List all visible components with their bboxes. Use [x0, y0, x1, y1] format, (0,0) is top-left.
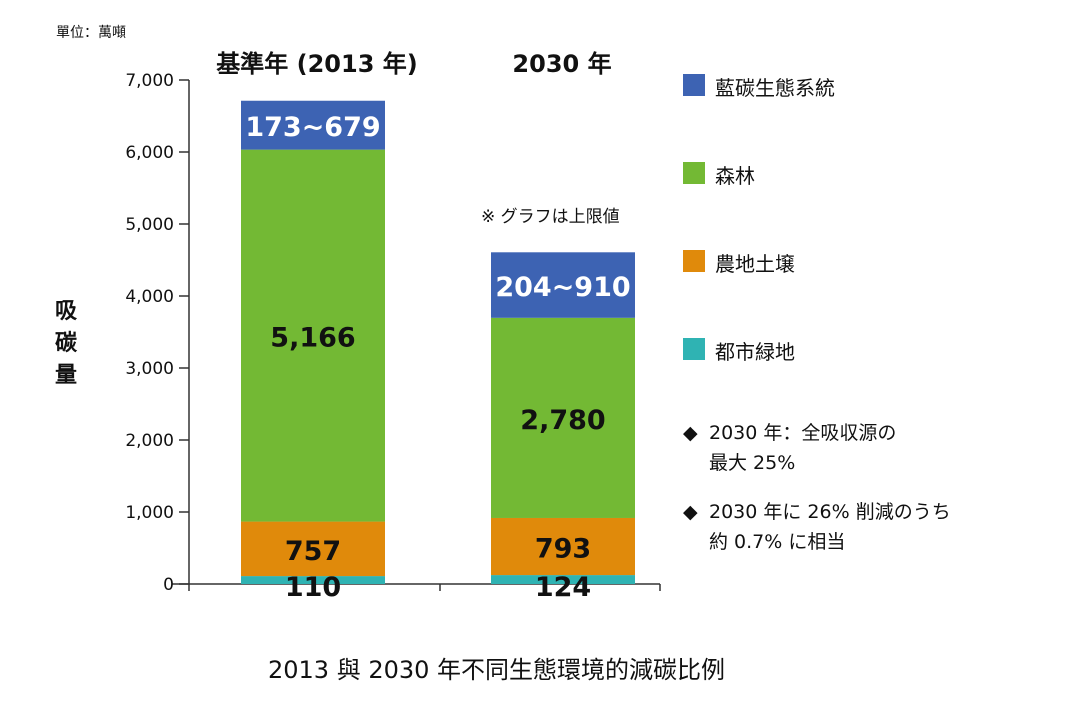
- bar-farmland-soil-1: [491, 517, 635, 576]
- bar-urban-green-0: [241, 576, 385, 584]
- legend-swatch-forest: [683, 162, 705, 184]
- bar-blue-carbon-0: [241, 100, 385, 150]
- column-title-2030: 2030 年: [512, 50, 612, 78]
- y-axis-title: 吸碳量: [54, 299, 77, 388]
- bar-blue-carbon-1: [491, 252, 635, 318]
- legend-swatch-farmland-soil: [683, 250, 705, 272]
- bar-urban-green-1: [491, 575, 635, 584]
- data-label-urban-green-1: 124: [535, 572, 591, 603]
- y-tick-label: 4,000: [125, 287, 174, 307]
- data-label-blue-carbon-1: 204~910: [495, 272, 630, 303]
- diamond-icon: ◆: [683, 422, 698, 444]
- unit-label: 單位：萬噸: [56, 25, 126, 41]
- annotation-reduction-share: ◆ 2030 年に 26% 削減のうち 約 0.7% に相当: [683, 497, 951, 557]
- figure-caption: 2013 與 2030 年不同生態環境的減碳比例: [268, 656, 726, 684]
- legend-swatch-blue-carbon: [683, 74, 705, 96]
- annotation-reduction-share-line2: 約 0.7% に相当: [709, 531, 846, 553]
- data-label-urban-green-0: 110: [285, 572, 341, 603]
- annotation-max-share-line1: 2030 年：全吸収源の: [709, 422, 897, 444]
- bar-forest-1: [491, 317, 635, 518]
- y-tick-label: 0: [163, 575, 174, 595]
- legend-label-farmland-soil: 農地土壌: [715, 252, 795, 276]
- data-label-forest-0: 5,166: [270, 323, 355, 354]
- annotation-max-share: ◆ 2030 年：全吸収源の 最大 25%: [683, 418, 896, 478]
- legend-label-urban-green: 都市緑地: [715, 340, 795, 364]
- annotation-max-share-line2: 最大 25%: [709, 452, 796, 474]
- y-tick-label: 7,000: [125, 71, 174, 91]
- legend-label-forest: 森林: [715, 164, 755, 188]
- data-label-farmland-soil-1: 793: [535, 534, 591, 565]
- legend-swatch-urban-green: [683, 338, 705, 360]
- y-tick-label: 5,000: [125, 215, 174, 235]
- y-tick-label: 3,000: [125, 359, 174, 379]
- y-tick-label: 2,000: [125, 431, 174, 451]
- y-tick-label: 1,000: [125, 503, 174, 523]
- data-label-farmland-soil-0: 757: [285, 536, 341, 567]
- data-label-forest-1: 2,780: [520, 405, 605, 436]
- annotation-reduction-share-line1: 2030 年に 26% 削減のうち: [709, 501, 951, 523]
- legend-label-blue-carbon: 藍碳生態系統: [715, 76, 835, 100]
- bar-forest-0: [241, 149, 385, 522]
- bar-farmland-soil-0: [241, 521, 385, 577]
- diamond-icon: ◆: [683, 501, 698, 523]
- upper-limit-note: ※ グラフは上限値: [481, 207, 620, 227]
- column-title-2013: 基準年 (2013 年): [216, 50, 418, 78]
- y-tick-label: 6,000: [125, 143, 174, 163]
- data-label-blue-carbon-0: 173~679: [245, 112, 380, 143]
